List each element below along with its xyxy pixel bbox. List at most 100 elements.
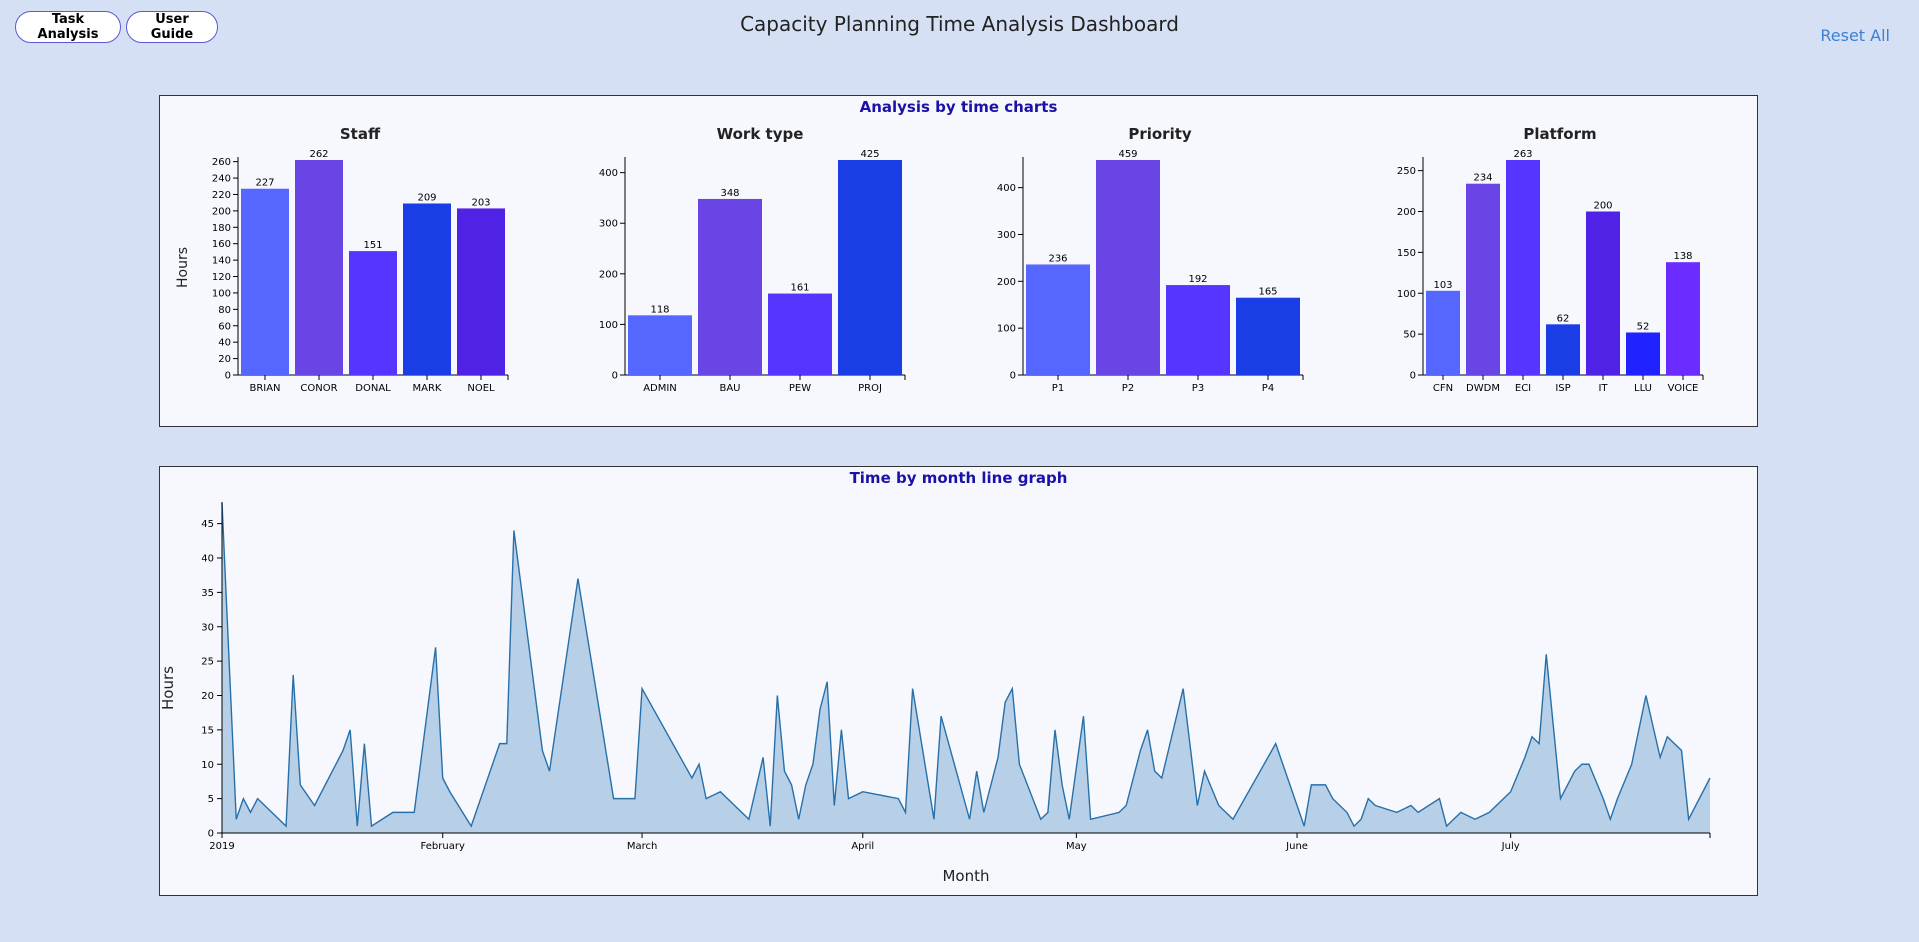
work-type-chart-title: Work type xyxy=(717,125,804,143)
y-tick-label: 0 xyxy=(208,829,214,840)
bar-cfn xyxy=(1426,290,1460,375)
line-panel-title: Time by month line graph xyxy=(849,469,1068,487)
y-axis-label: Hours xyxy=(160,666,177,710)
bar-value-label: 348 xyxy=(720,188,739,199)
bar-noel xyxy=(457,208,505,375)
x-tick-label: P1 xyxy=(1052,383,1064,394)
y-tick-label: 45 xyxy=(201,519,214,530)
y-tick-label: 0 xyxy=(225,371,231,382)
y-tick-label: 100 xyxy=(599,320,618,331)
x-tick-label: ADMIN xyxy=(643,383,677,394)
bar-charts-panel: Analysis by time charts Staff Hours 0 20 40 6… xyxy=(159,95,1758,427)
y-tick-label: 180 xyxy=(212,223,231,234)
bar-value-label: 62 xyxy=(1557,313,1570,324)
y-tick-label: 50 xyxy=(1403,330,1416,341)
bar-value-label: 52 xyxy=(1637,321,1650,332)
x-tick-label: DWDM xyxy=(1466,383,1500,394)
x-tick-label: P2 xyxy=(1122,383,1134,394)
bar-dwdm xyxy=(1466,183,1500,375)
bar-chart-2: Priority 0 100 200 300 400 236 P1 459 P2 192 P3 165 P… xyxy=(997,125,1304,394)
bar-chart-0: Staff Hours 0 20 40 60 80 100 120 140 160 180 200 220… xyxy=(175,125,509,394)
bar-value-label: 138 xyxy=(1673,251,1692,262)
y-tick-label: 200 xyxy=(212,206,231,217)
bar-value-label: 425 xyxy=(860,149,879,160)
bar-panel-title: Analysis by time charts xyxy=(859,98,1058,116)
y-tick-label: 200 xyxy=(1397,207,1416,218)
bar-proj xyxy=(838,160,902,375)
y-tick-label: 15 xyxy=(201,725,214,736)
bar-donal xyxy=(349,251,397,375)
bar-value-label: 118 xyxy=(650,304,669,315)
bar-bau xyxy=(698,198,762,375)
staff-chart-title: Staff xyxy=(340,125,381,143)
x-tick-label: DONAL xyxy=(355,383,391,394)
y-tick-label: 60 xyxy=(218,321,231,332)
y-tick-label: 200 xyxy=(599,269,618,280)
y-tick-label: 5 xyxy=(208,794,214,805)
x-tick-label: BRIAN xyxy=(249,383,280,394)
bar-p4 xyxy=(1236,297,1300,375)
y-tick-label: 35 xyxy=(201,588,214,599)
y-tick-label: 400 xyxy=(997,183,1016,194)
bar-value-label: 151 xyxy=(363,240,382,251)
bar-value-label: 209 xyxy=(417,192,436,203)
x-tick-label: PEW xyxy=(789,383,811,394)
bar-value-label: 236 xyxy=(1048,253,1067,264)
y-tick-label: 260 xyxy=(212,157,231,168)
x-tick-label: May xyxy=(1066,841,1087,852)
line-chart: 0 5 10 15 20 25 30 35 40 45 2019 February March April… xyxy=(160,502,1711,885)
x-tick-label: VOICE xyxy=(1668,383,1699,394)
y-tick-label: 240 xyxy=(212,174,231,185)
line-chart-panel: Time by month line graph 0 5 10 15 20 25 30 35 4… xyxy=(159,466,1758,896)
y-tick-label: 400 xyxy=(599,168,618,179)
x-tick-label: P3 xyxy=(1192,383,1204,394)
x-axis-label: Month xyxy=(942,867,989,885)
y-tick-label: 100 xyxy=(1397,289,1416,300)
x-tick-label: LLU xyxy=(1634,383,1652,394)
y-tick-label: 100 xyxy=(212,288,231,299)
x-tick-label: PROJ xyxy=(858,383,882,394)
bar-it xyxy=(1586,211,1620,375)
y-tick-label: 220 xyxy=(212,190,231,201)
y-tick-label: 40 xyxy=(218,338,231,349)
y-tick-label: 25 xyxy=(201,657,214,668)
bar-value-label: 234 xyxy=(1473,173,1492,184)
x-tick-label: ISP xyxy=(1555,383,1570,394)
bar-value-label: 103 xyxy=(1433,280,1452,291)
y-tick-label: 0 xyxy=(1010,371,1016,382)
user-guide-button[interactable]: User Guide xyxy=(126,11,218,43)
y-tick-label: 140 xyxy=(212,256,231,267)
bar-value-label: 165 xyxy=(1258,287,1277,298)
x-tick-label: ECI xyxy=(1515,383,1531,394)
bar-value-label: 262 xyxy=(309,149,328,160)
bar-chart-1: Work type 0 100 200 300 400 118 ADMIN 348 BAU 161 P… xyxy=(599,125,906,394)
page-title: Capacity Planning Time Analysis Dashboar… xyxy=(740,12,1179,36)
staff-y-axis-label: Hours xyxy=(175,247,191,288)
task-analysis-button[interactable]: Task Analysis xyxy=(15,11,121,43)
bar-voice xyxy=(1666,262,1700,375)
bar-p1 xyxy=(1026,264,1090,375)
bar-value-label: 161 xyxy=(790,283,809,294)
hours-area xyxy=(222,503,1710,833)
y-tick-label: 120 xyxy=(212,272,231,283)
priority-chart-title: Priority xyxy=(1128,125,1192,143)
y-tick-label: 100 xyxy=(997,324,1016,335)
y-tick-label: 300 xyxy=(997,230,1016,241)
bar-llu xyxy=(1626,332,1660,375)
y-tick-label: 20 xyxy=(201,691,214,702)
bar-value-label: 200 xyxy=(1593,201,1612,212)
x-tick-label: NOEL xyxy=(467,383,495,394)
reset-all-link[interactable]: Reset All xyxy=(1820,26,1890,45)
bar-isp xyxy=(1546,324,1580,375)
time-line-chart-svg: 0 5 10 15 20 25 30 35 40 45 2019 February March April… xyxy=(160,502,1711,885)
x-tick-label: July xyxy=(1501,841,1520,852)
x-tick-label: 2019 xyxy=(209,841,234,852)
y-tick-label: 20 xyxy=(218,354,231,365)
x-tick-label: June xyxy=(1285,841,1308,852)
bar-charts-svg: Staff Hours 0 20 40 60 80 100 120 140 160 180 200 220… xyxy=(175,125,1704,394)
bar-eci xyxy=(1506,160,1540,375)
platform-chart-title: Platform xyxy=(1523,125,1596,143)
bar-p3 xyxy=(1166,285,1230,375)
y-tick-label: 80 xyxy=(218,305,231,316)
y-tick-label: 0 xyxy=(1410,371,1416,382)
